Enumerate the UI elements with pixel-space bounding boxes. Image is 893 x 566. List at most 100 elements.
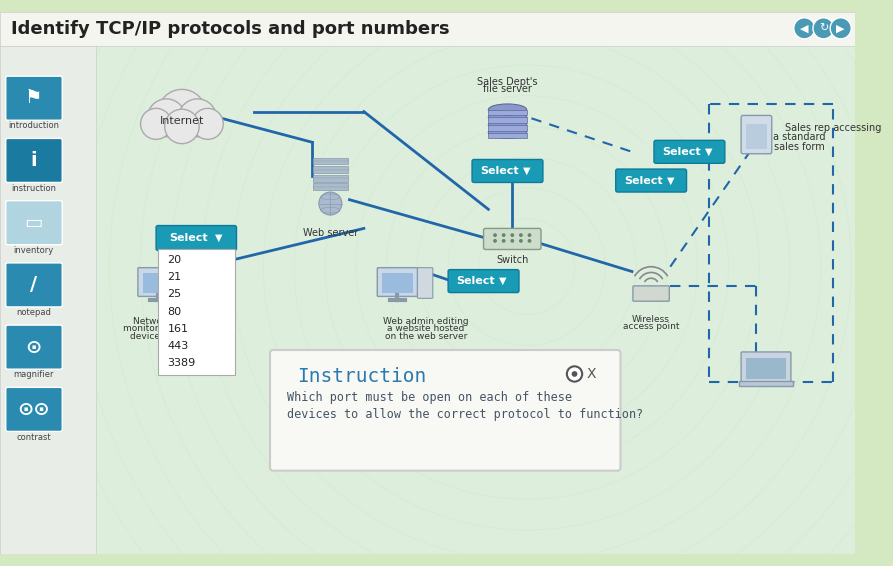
FancyBboxPatch shape — [472, 160, 543, 182]
Text: /: / — [30, 276, 38, 294]
Circle shape — [164, 109, 199, 144]
FancyBboxPatch shape — [483, 229, 541, 250]
FancyBboxPatch shape — [156, 225, 237, 250]
Circle shape — [493, 233, 497, 237]
FancyBboxPatch shape — [488, 117, 527, 123]
FancyBboxPatch shape — [0, 12, 855, 554]
Text: ▼: ▼ — [666, 175, 674, 186]
Text: Sales Dept's: Sales Dept's — [477, 77, 538, 87]
FancyBboxPatch shape — [633, 286, 670, 301]
FancyBboxPatch shape — [741, 115, 772, 154]
FancyBboxPatch shape — [270, 350, 621, 471]
Text: Web server: Web server — [303, 229, 358, 238]
Circle shape — [511, 239, 514, 243]
FancyBboxPatch shape — [5, 201, 63, 245]
Circle shape — [572, 371, 578, 377]
Text: Switch: Switch — [497, 255, 529, 265]
Ellipse shape — [488, 119, 527, 131]
Text: file server: file server — [483, 84, 532, 95]
FancyBboxPatch shape — [382, 273, 413, 293]
Text: Which port must be open on each of these: Which port must be open on each of these — [288, 391, 572, 404]
Circle shape — [319, 192, 342, 215]
FancyBboxPatch shape — [138, 268, 178, 297]
Text: 25: 25 — [168, 289, 181, 299]
Text: X: X — [587, 367, 597, 381]
Circle shape — [502, 233, 505, 237]
Text: Select: Select — [663, 147, 701, 157]
Text: device functions: device functions — [130, 332, 204, 341]
Text: contrast: contrast — [16, 432, 51, 441]
FancyBboxPatch shape — [313, 183, 347, 190]
FancyBboxPatch shape — [5, 263, 63, 307]
Text: a website hosted: a website hosted — [388, 324, 464, 333]
FancyBboxPatch shape — [654, 140, 725, 164]
FancyBboxPatch shape — [5, 387, 63, 431]
Text: 21: 21 — [168, 272, 181, 282]
FancyBboxPatch shape — [143, 273, 173, 293]
Circle shape — [794, 18, 814, 39]
Circle shape — [528, 239, 531, 243]
Text: 161: 161 — [168, 324, 188, 334]
Text: sales form: sales form — [774, 142, 825, 152]
Circle shape — [511, 233, 514, 237]
Text: Select: Select — [170, 233, 208, 243]
Text: Wireless: Wireless — [632, 315, 670, 324]
Text: Select: Select — [456, 276, 496, 286]
Ellipse shape — [488, 127, 527, 139]
Circle shape — [140, 108, 171, 139]
Circle shape — [502, 239, 505, 243]
FancyBboxPatch shape — [746, 124, 767, 149]
FancyBboxPatch shape — [448, 269, 519, 293]
Text: monitoring network: monitoring network — [123, 324, 213, 333]
Text: ⊙⊙: ⊙⊙ — [17, 400, 50, 419]
Text: ⚑: ⚑ — [25, 89, 42, 108]
FancyBboxPatch shape — [615, 169, 687, 192]
Text: ◀: ◀ — [800, 23, 808, 33]
Text: devices to allow the correct protocol to function?: devices to allow the correct protocol to… — [288, 409, 644, 422]
FancyBboxPatch shape — [488, 132, 527, 139]
FancyBboxPatch shape — [418, 268, 433, 298]
Text: i: i — [30, 151, 37, 170]
Circle shape — [158, 89, 206, 138]
FancyBboxPatch shape — [5, 325, 63, 369]
FancyBboxPatch shape — [313, 166, 347, 173]
Text: Instruction: Instruction — [296, 367, 426, 386]
Text: Sales rep accessing: Sales rep accessing — [785, 123, 881, 133]
Text: Network admin: Network admin — [133, 316, 202, 325]
Text: 443: 443 — [168, 341, 188, 351]
FancyBboxPatch shape — [5, 76, 63, 120]
FancyBboxPatch shape — [488, 110, 527, 115]
Text: Internet: Internet — [160, 116, 204, 126]
FancyBboxPatch shape — [377, 268, 418, 297]
Circle shape — [147, 99, 186, 137]
Text: ⊙: ⊙ — [25, 338, 42, 357]
Text: instruction: instruction — [11, 184, 56, 192]
FancyBboxPatch shape — [739, 381, 793, 387]
Circle shape — [813, 18, 834, 39]
Text: magnifier: magnifier — [13, 370, 54, 379]
FancyBboxPatch shape — [741, 352, 791, 383]
Text: Select: Select — [624, 175, 663, 186]
FancyBboxPatch shape — [313, 175, 347, 182]
FancyBboxPatch shape — [746, 358, 786, 379]
Text: ▭: ▭ — [24, 213, 43, 232]
Text: access point: access point — [622, 322, 680, 331]
Text: introduction: introduction — [8, 122, 59, 131]
Ellipse shape — [488, 112, 527, 123]
Text: ▶: ▶ — [837, 23, 845, 33]
Text: ▼: ▼ — [523, 166, 530, 176]
Circle shape — [179, 99, 216, 137]
Text: Identify TCP/IP protocols and port numbers: Identify TCP/IP protocols and port numbe… — [12, 20, 450, 38]
FancyBboxPatch shape — [0, 12, 855, 46]
Text: ▼: ▼ — [214, 233, 222, 243]
Circle shape — [528, 233, 531, 237]
Circle shape — [567, 366, 582, 381]
Circle shape — [519, 233, 522, 237]
FancyBboxPatch shape — [158, 248, 235, 375]
Circle shape — [830, 18, 851, 39]
Circle shape — [519, 239, 522, 243]
Text: 80: 80 — [168, 307, 181, 317]
Text: 3389: 3389 — [168, 358, 196, 368]
Text: Web admin editing: Web admin editing — [383, 316, 469, 325]
Text: inventory: inventory — [13, 246, 54, 255]
